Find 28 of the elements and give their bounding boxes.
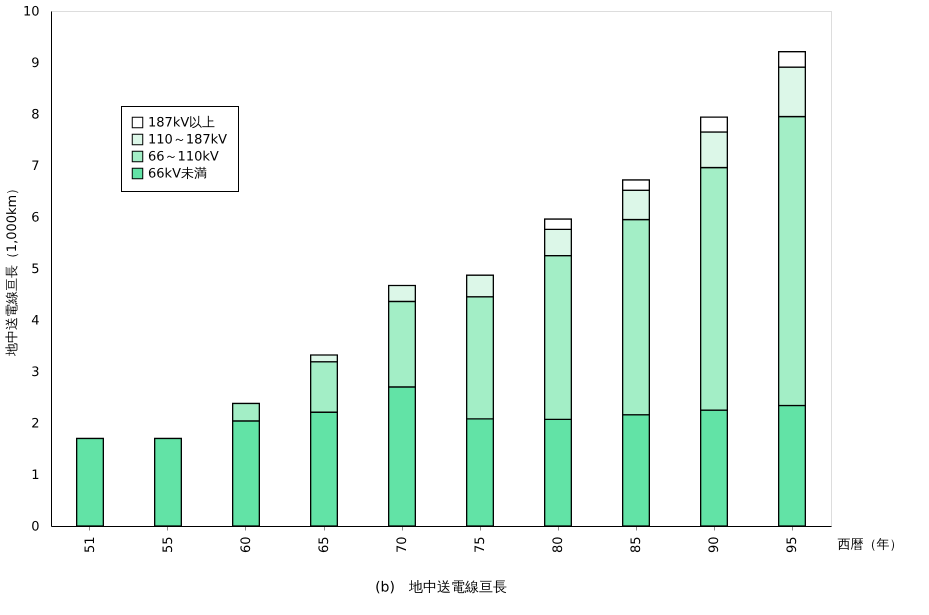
y-tick-label: 5 xyxy=(31,262,40,277)
x-tick-label: 75 xyxy=(473,536,488,554)
x-tick-label: 65 xyxy=(317,536,332,554)
y-tick-label: 8 xyxy=(31,108,40,122)
x-tick-label: 95 xyxy=(785,536,800,554)
y-tick-label: 4 xyxy=(31,314,40,328)
y-tick-label: 10 xyxy=(22,4,40,20)
y-tick-label: 7 xyxy=(31,159,40,174)
y-tick-label: 0 xyxy=(31,520,40,534)
y-tick-label: 9 xyxy=(31,56,40,71)
x-tick-label: 90 xyxy=(707,536,722,554)
x-tick-label: 51 xyxy=(83,536,98,554)
y-tick-label: 6 xyxy=(31,210,40,226)
y-tick-label: 2 xyxy=(31,416,40,432)
y-tick-label: 1 xyxy=(31,468,40,483)
legend-label: 66kV未満 xyxy=(148,166,207,182)
x-axis-title: 西暦（年） xyxy=(838,538,902,552)
x-tick-label: 55 xyxy=(161,536,176,554)
text: (b) 地中送電線亘長 xyxy=(375,580,507,596)
x-tick-label: 60 xyxy=(239,536,254,554)
legend-label: 66～110kV xyxy=(148,150,219,164)
x-tick-label: 70 xyxy=(395,536,410,554)
legend-label: 187kV以上 xyxy=(148,116,216,130)
y-axis-title: 地中送電線亘長（1,000km） xyxy=(4,182,20,358)
y-tick-label: 3 xyxy=(31,365,40,380)
x-tick-label: 80 xyxy=(551,536,566,554)
x-tick-label: 85 xyxy=(629,536,644,554)
legend-label: 110～187kV xyxy=(148,132,228,148)
